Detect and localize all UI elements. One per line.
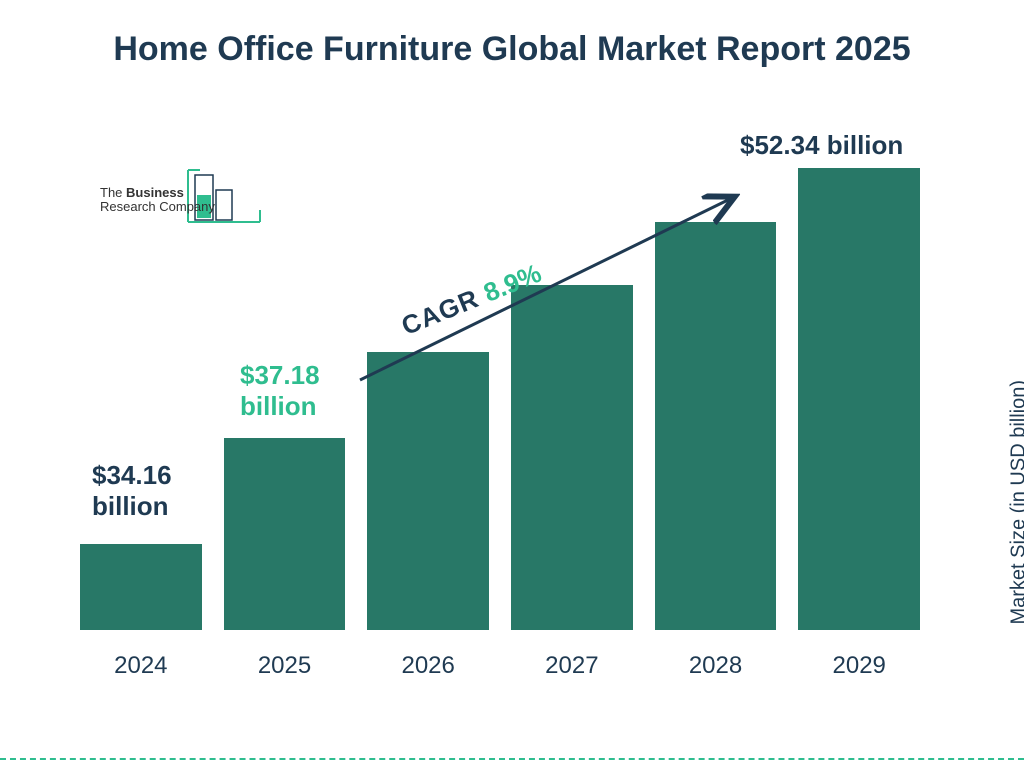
y-axis-label: Market Size (in USD billion) <box>1008 380 1024 625</box>
x-axis-label: 2029 <box>798 638 920 680</box>
bar-column <box>655 222 777 630</box>
bar-column <box>80 544 202 630</box>
bar <box>655 222 777 630</box>
x-axis-label: 2025 <box>224 638 346 680</box>
x-axis-label: 2027 <box>511 638 633 680</box>
bar-value-label: $34.16billion <box>92 460 172 522</box>
bar <box>798 168 920 630</box>
bar-column <box>224 438 346 630</box>
bar <box>224 438 346 630</box>
x-axis-label: 2024 <box>80 638 202 680</box>
bar <box>367 352 489 630</box>
bar-value-label: $52.34 billion <box>740 130 903 161</box>
bar-chart: 2024 2025 2026 2027 2028 2029 <box>80 150 920 680</box>
bar <box>80 544 202 630</box>
chart-title: Home Office Furniture Global Market Repo… <box>0 0 1024 71</box>
bottom-dashed-divider <box>0 758 1024 760</box>
x-axis-label: 2028 <box>655 638 777 680</box>
bar-column <box>511 285 633 630</box>
bar-column <box>367 352 489 630</box>
bar-value-label: $37.18billion <box>240 360 320 422</box>
bar <box>511 285 633 630</box>
bar-column <box>798 168 920 630</box>
x-axis-label: 2026 <box>367 638 489 680</box>
